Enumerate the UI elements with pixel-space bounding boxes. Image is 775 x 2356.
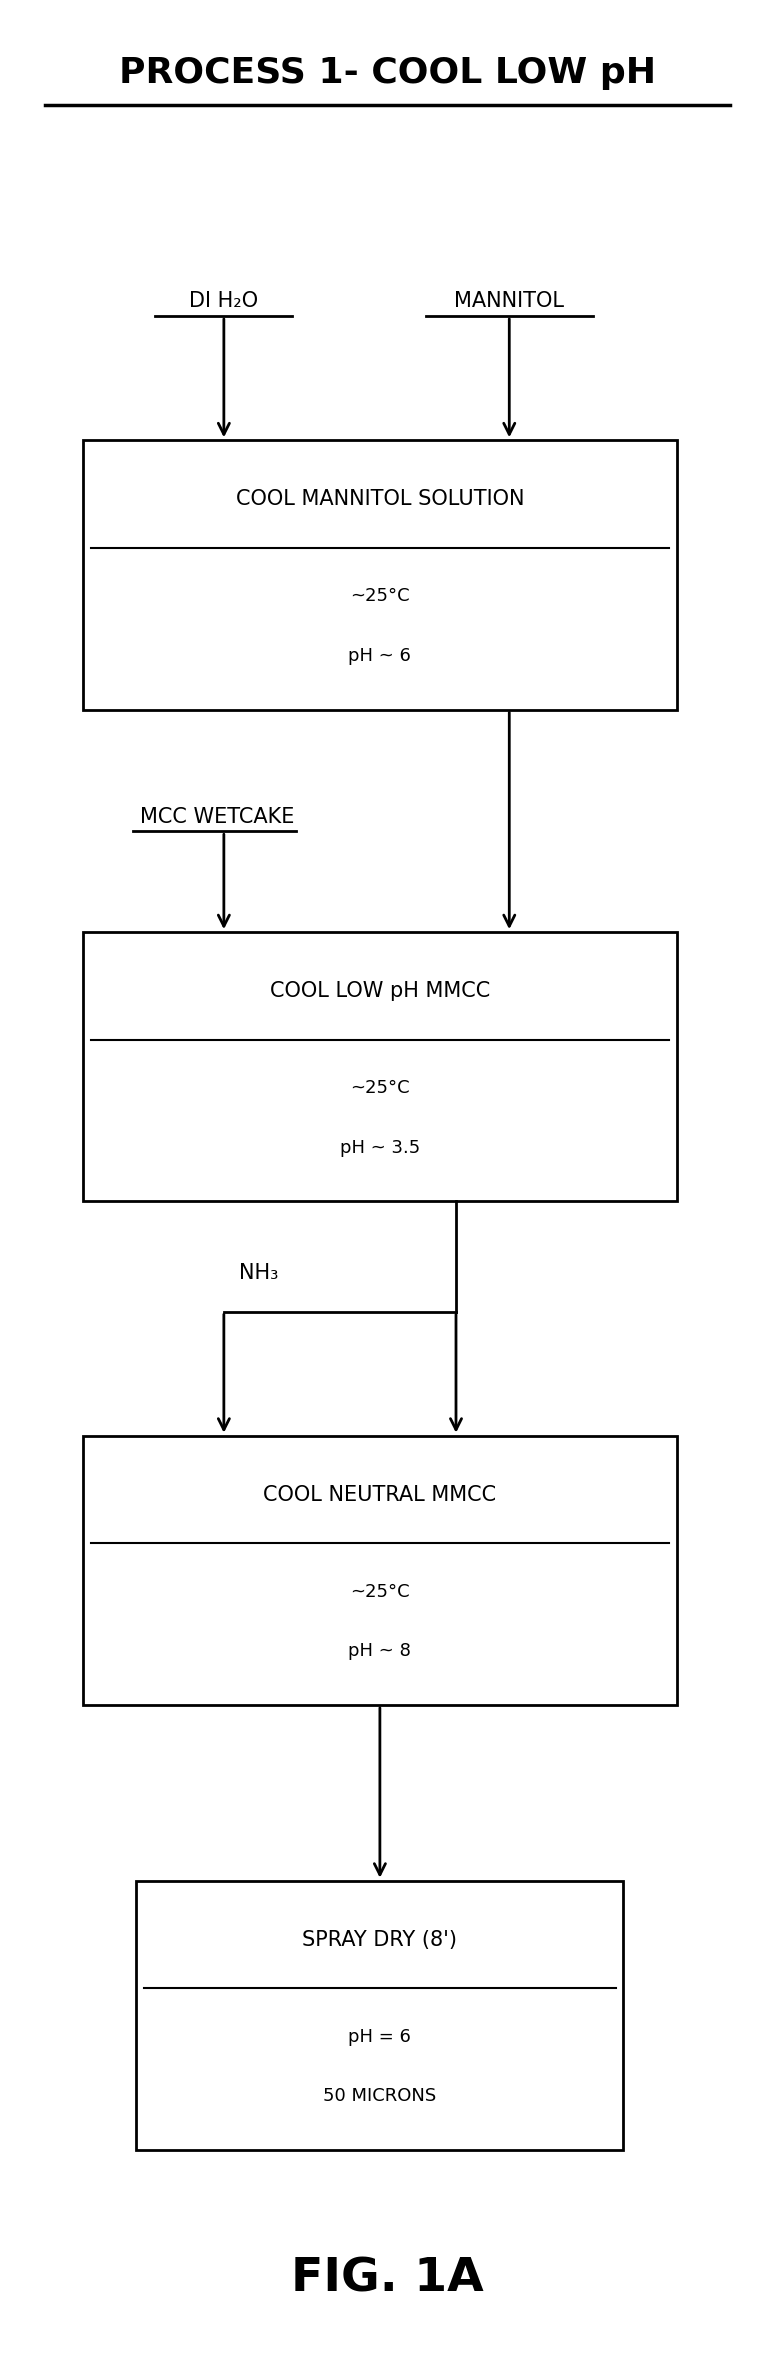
Text: pH ~ 6: pH ~ 6: [349, 646, 412, 664]
Text: MANNITOL: MANNITOL: [454, 292, 564, 311]
Text: ~25°C: ~25°C: [350, 587, 410, 605]
Text: NH₃: NH₃: [239, 1263, 278, 1284]
Bar: [83, 933, 677, 1202]
Text: ~25°C: ~25°C: [350, 1583, 410, 1600]
Text: MCC WETCAKE: MCC WETCAKE: [140, 806, 294, 827]
Text: pH ~ 8: pH ~ 8: [349, 1642, 412, 1661]
Bar: [136, 1880, 623, 2151]
Text: ~25°C: ~25°C: [350, 1079, 410, 1098]
Text: 50 MICRONS: 50 MICRONS: [323, 2087, 436, 2106]
Text: DI H₂O: DI H₂O: [189, 292, 258, 311]
Text: SPRAY DRY (8'): SPRAY DRY (8'): [302, 1930, 457, 1951]
Text: COOL LOW pH MMCC: COOL LOW pH MMCC: [270, 982, 490, 1001]
Bar: [83, 441, 677, 709]
Text: pH = 6: pH = 6: [349, 2029, 412, 2045]
Text: PROCESS 1- COOL LOW pH: PROCESS 1- COOL LOW pH: [119, 57, 656, 90]
Text: COOL NEUTRAL MMCC: COOL NEUTRAL MMCC: [264, 1484, 497, 1505]
Text: FIG. 1A: FIG. 1A: [291, 2257, 484, 2302]
Text: pH ~ 3.5: pH ~ 3.5: [339, 1138, 420, 1157]
Bar: [83, 1435, 677, 1706]
Text: COOL MANNITOL SOLUTION: COOL MANNITOL SOLUTION: [236, 490, 524, 509]
